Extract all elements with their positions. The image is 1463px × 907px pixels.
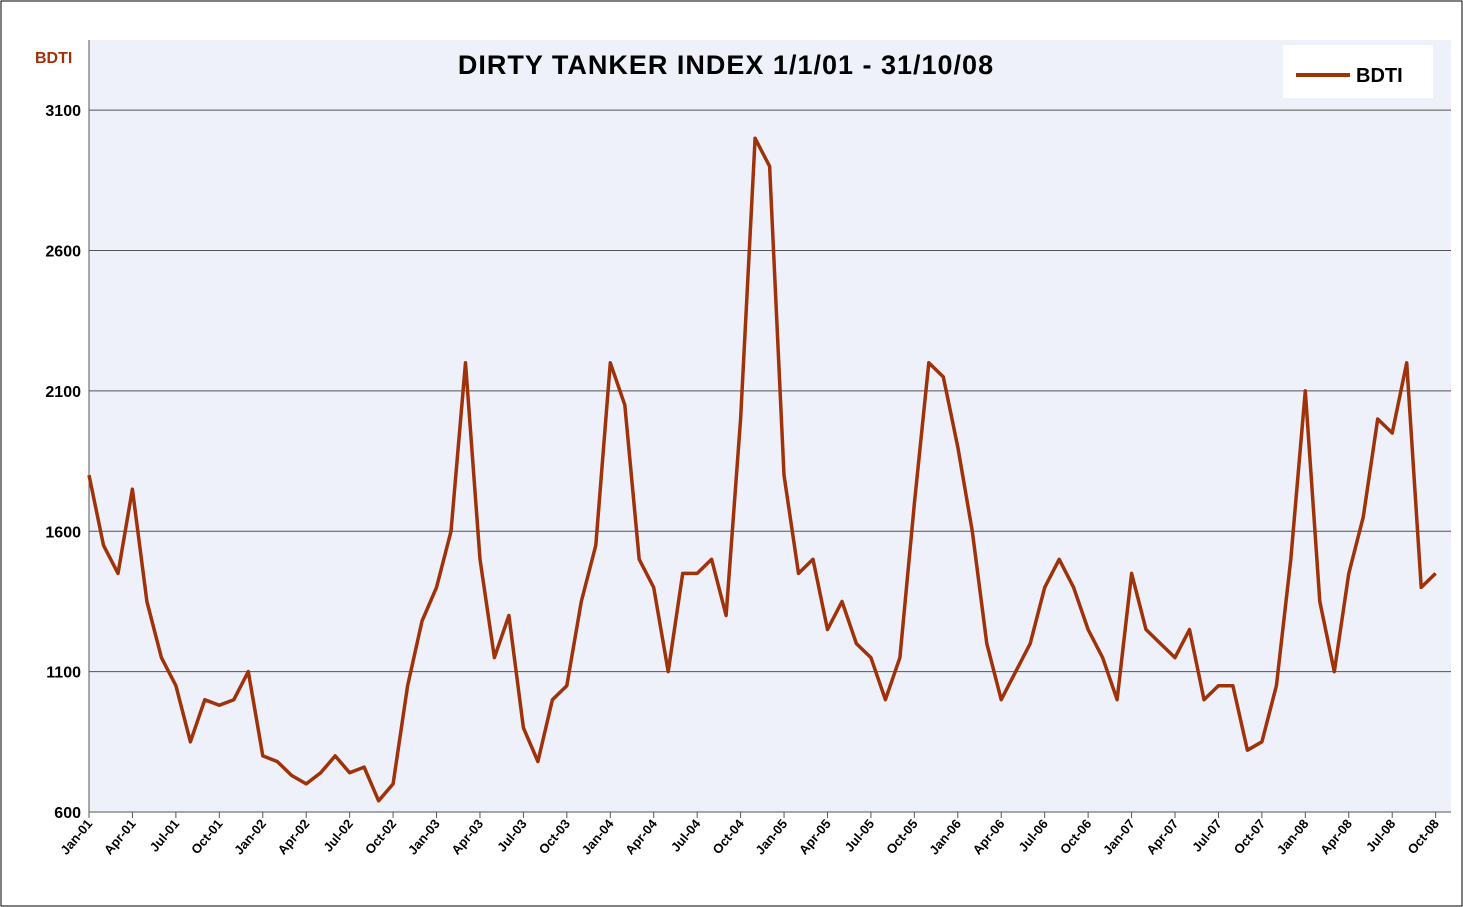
y-tick-label: 2100 [45,384,81,401]
data-line [87,136,1437,803]
plot-area [89,40,1451,812]
legend-box [1283,45,1433,98]
y-tick-label: 1600 [45,524,81,541]
chart-title: DIRTY TANKER INDEX 1/1/01 - 31/10/08 [458,50,994,80]
y-tick-label: 3100 [45,103,81,120]
y-tick-label: 2600 [45,244,81,261]
legend-label: BDTI [1356,65,1403,87]
y-tick-label: 600 [54,805,81,822]
y-tick-label: 1100 [46,665,81,682]
y-axis-label: BDTI [35,50,72,67]
